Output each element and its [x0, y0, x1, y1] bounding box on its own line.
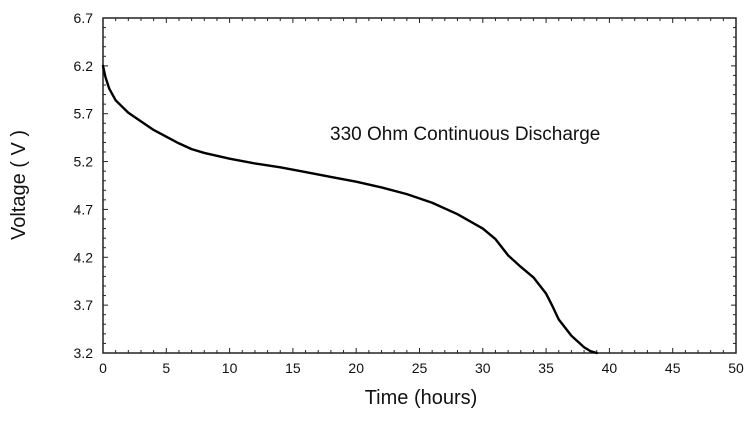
- x-tick-label: 45: [665, 360, 681, 376]
- x-tick-label: 20: [348, 360, 364, 376]
- x-tick-label: 5: [162, 360, 170, 376]
- discharge-annotation: 330 Ohm Continuous Discharge: [330, 124, 600, 145]
- y-axis-title: Voltage ( V ): [8, 130, 30, 240]
- x-tick-label: 0: [99, 360, 107, 376]
- y-tick-label: 3.7: [74, 297, 94, 313]
- y-tick-label: 6.7: [74, 10, 94, 26]
- y-tick-label: 5.2: [74, 154, 94, 170]
- tick-labels: 0 5 10 15 20 25 30 35 40 45 50 6.7 6.2 5.7 5.2 4.7 4.2 3.…: [74, 10, 744, 376]
- x-tick-label: 30: [475, 360, 491, 376]
- y-tick-label: 4.7: [74, 201, 94, 217]
- x-tick-label: 10: [222, 360, 238, 376]
- x-tick-label: 50: [728, 360, 744, 376]
- y-tick-label: 6.2: [74, 58, 94, 74]
- ticks: [102, 17, 737, 354]
- y-tick-label: 4.2: [74, 249, 94, 265]
- x-tick-label: 25: [412, 360, 428, 376]
- x-axis-title: Time (hours): [365, 387, 478, 409]
- x-tick-label: 15: [285, 360, 301, 376]
- x-tick-label: 40: [602, 360, 618, 376]
- plot-frame: [102, 17, 737, 354]
- y-tick-label: 5.7: [74, 106, 94, 122]
- y-tick-label: 3.2: [74, 345, 94, 361]
- discharge-curve: [101, 64, 598, 355]
- x-tick-label: 35: [538, 360, 554, 376]
